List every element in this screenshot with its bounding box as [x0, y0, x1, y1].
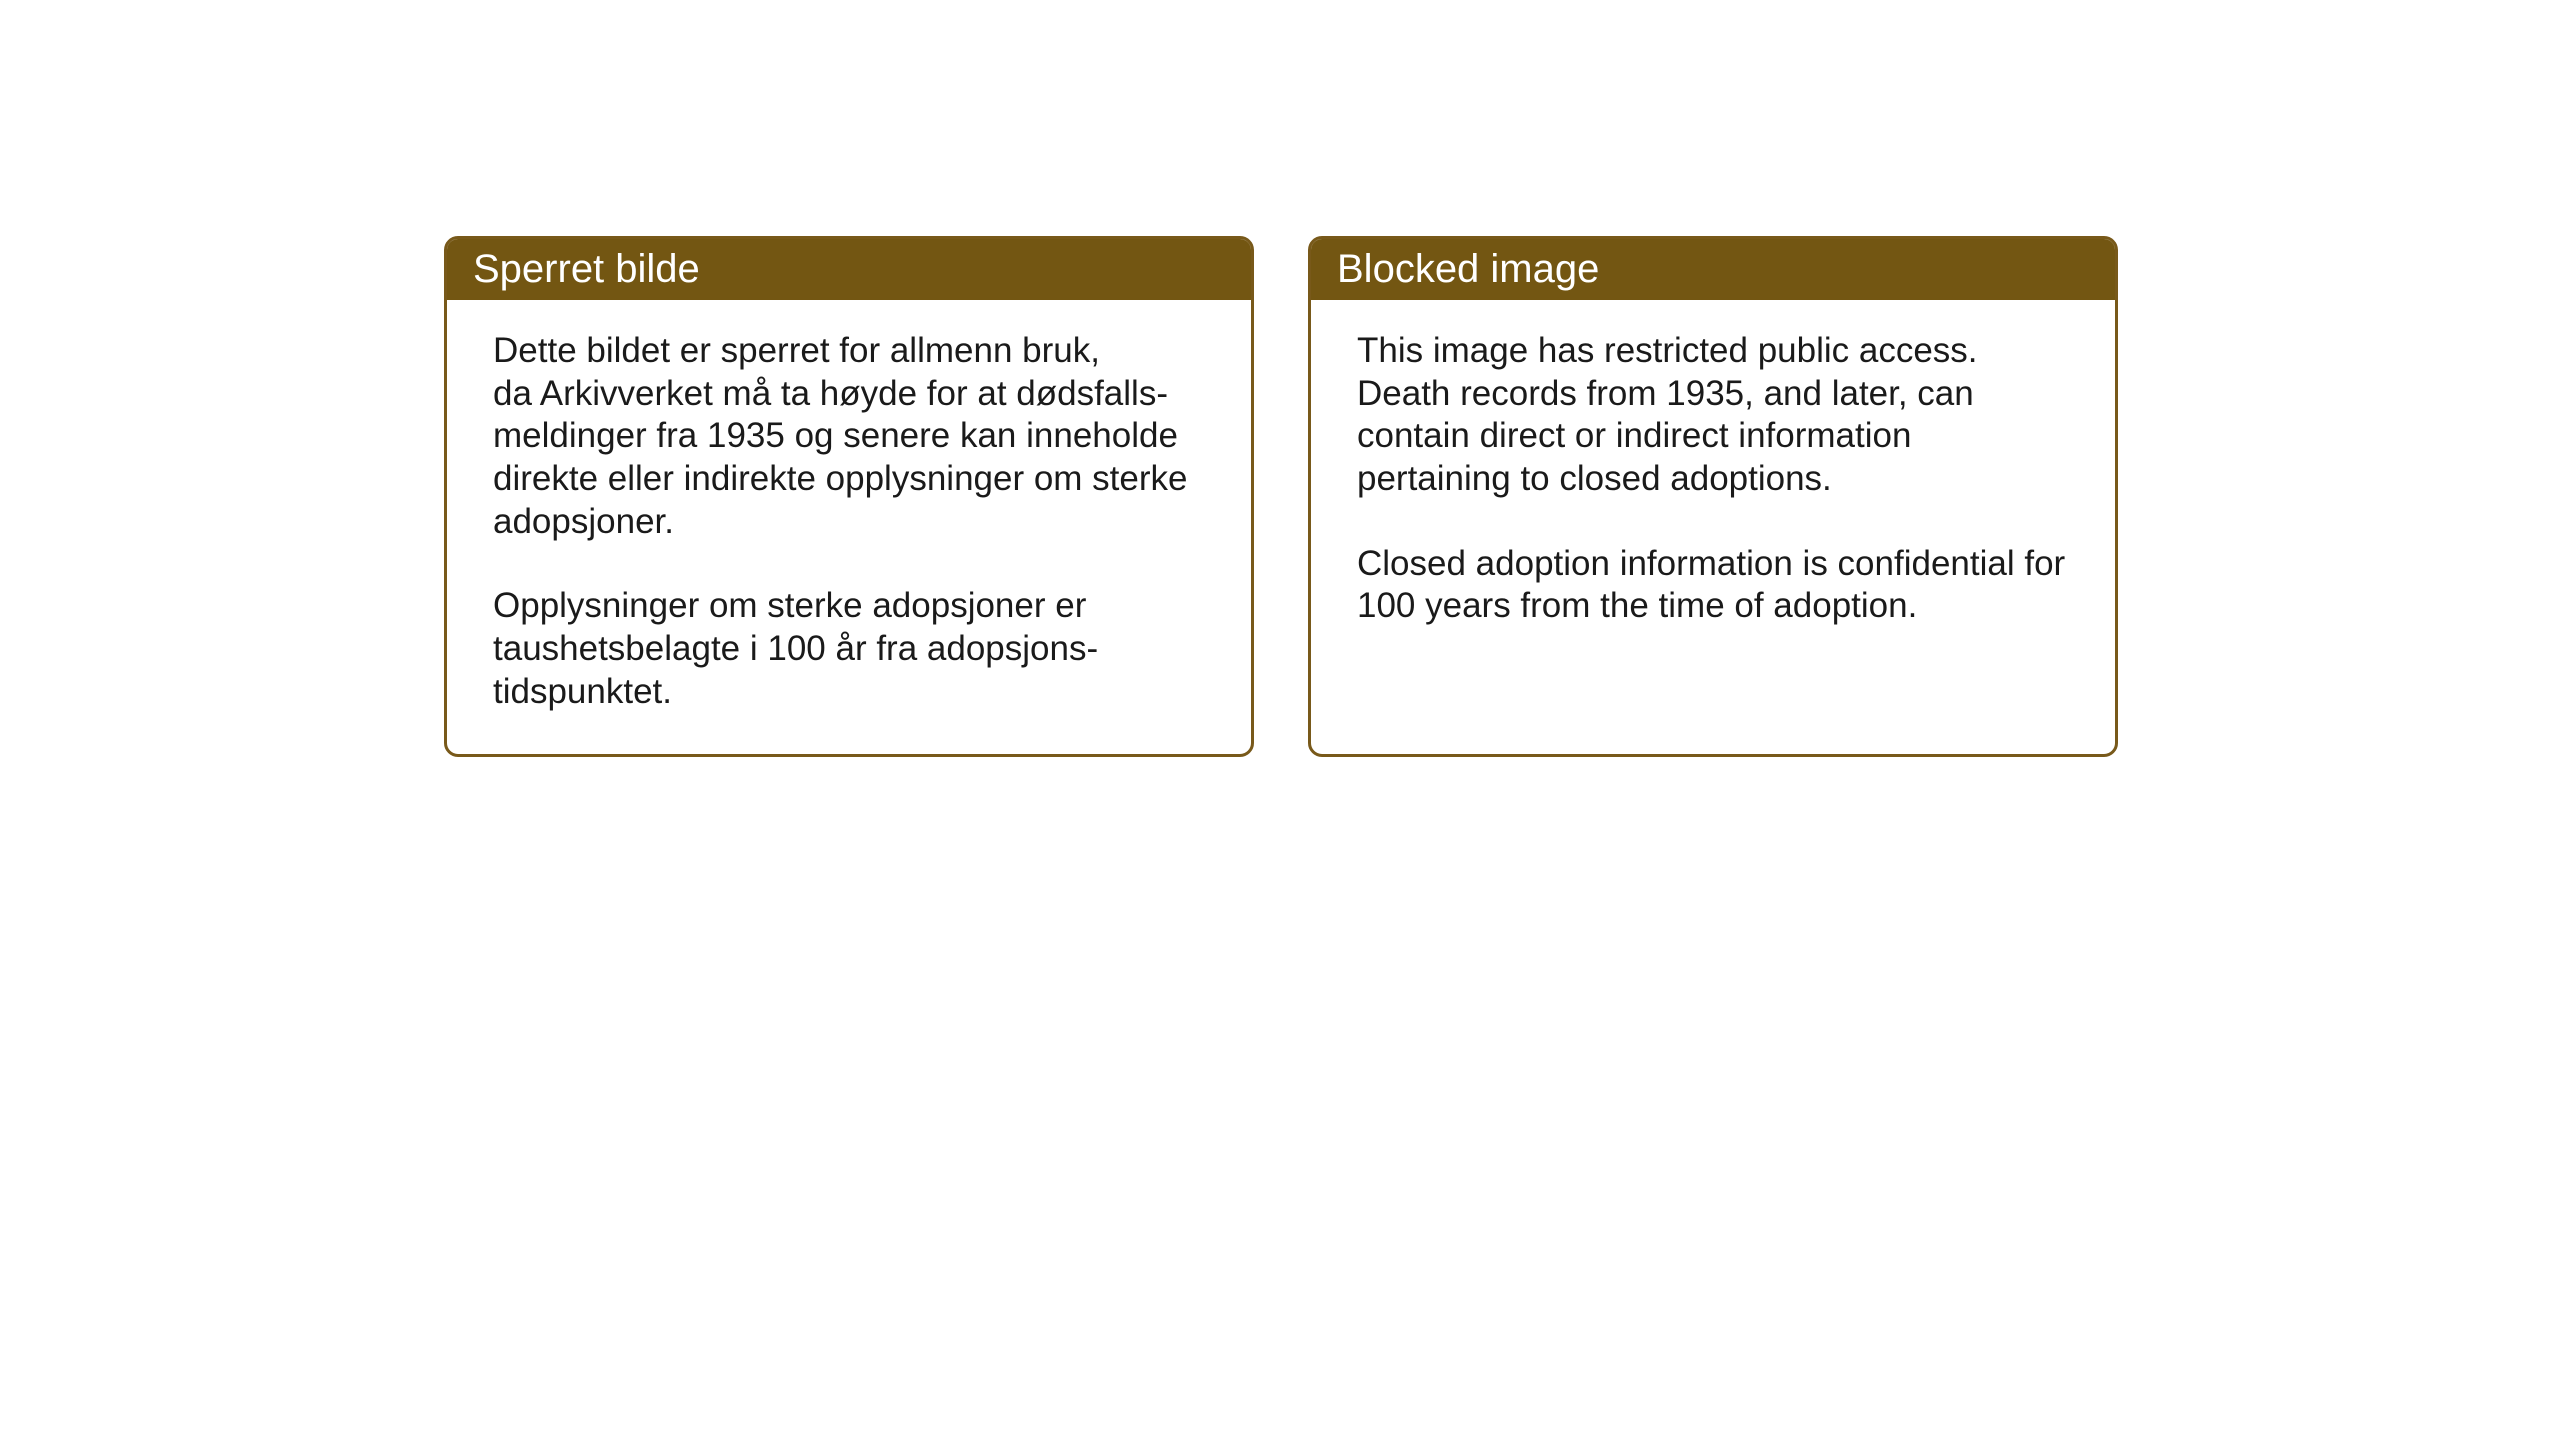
english-paragraph-1: This image has restricted public access.… [1357, 330, 2069, 501]
english-paragraph-2: Closed adoption information is confident… [1357, 543, 2069, 628]
english-notice-card: Blocked image This image has restricted … [1308, 236, 2118, 757]
norwegian-paragraph-1: Dette bildet er sperret for allmenn bruk… [493, 330, 1205, 543]
english-notice-body: This image has restricted public access.… [1311, 300, 2115, 668]
norwegian-notice-title: Sperret bilde [447, 239, 1251, 300]
notice-container: Sperret bilde Dette bildet er sperret fo… [444, 236, 2118, 757]
norwegian-notice-body: Dette bildet er sperret for allmenn bruk… [447, 300, 1251, 754]
norwegian-notice-card: Sperret bilde Dette bildet er sperret fo… [444, 236, 1254, 757]
english-notice-title: Blocked image [1311, 239, 2115, 300]
norwegian-paragraph-2: Opplysninger om sterke adopsjoner er tau… [493, 585, 1205, 713]
